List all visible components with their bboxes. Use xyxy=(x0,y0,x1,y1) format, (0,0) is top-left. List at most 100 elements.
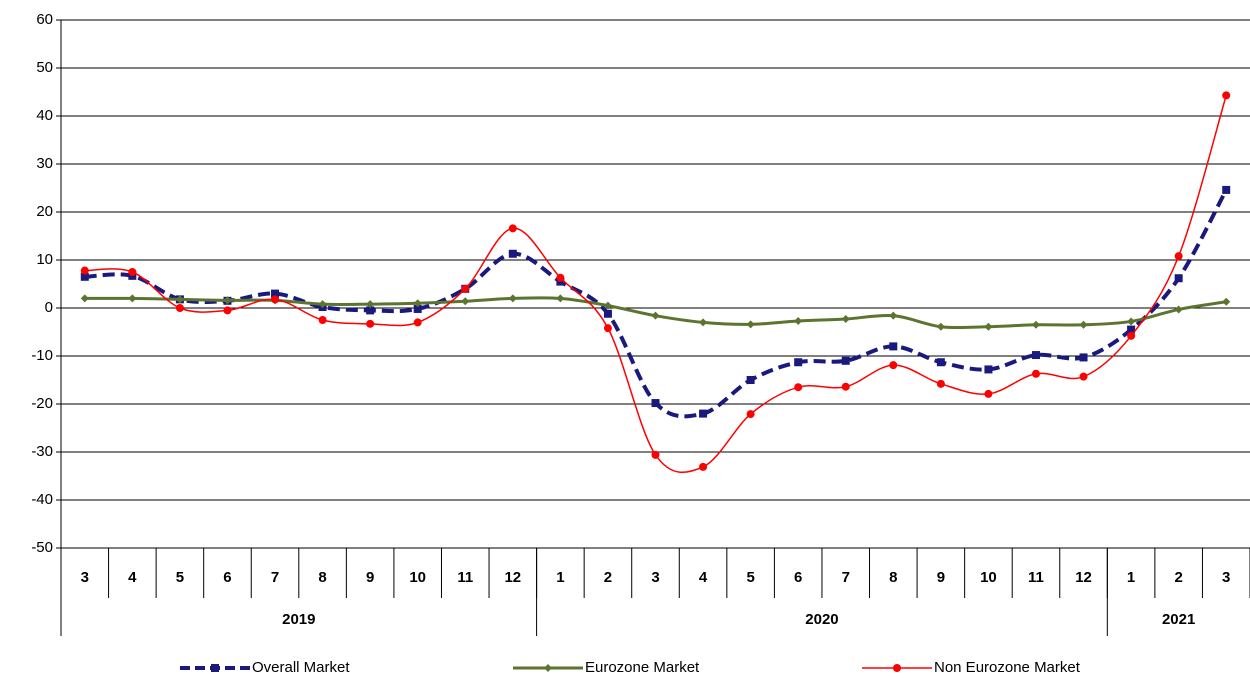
x-tick-label: 7 xyxy=(842,569,850,586)
marker xyxy=(893,664,901,672)
marker xyxy=(1079,320,1088,329)
marker xyxy=(128,294,137,303)
marker xyxy=(889,342,898,351)
x-tick-label: 10 xyxy=(980,569,997,586)
x-tick-label: 11 xyxy=(457,569,473,586)
x-group-label: 2021 xyxy=(1162,611,1195,628)
x-tick-label: 2 xyxy=(604,569,612,586)
marker xyxy=(1222,91,1231,100)
y-tick-label: 20 xyxy=(36,203,53,220)
marker xyxy=(366,300,375,309)
marker xyxy=(651,311,660,320)
marker xyxy=(1079,353,1088,362)
y-tick-label: -30 xyxy=(31,443,53,460)
y-tick-label: 40 xyxy=(36,107,53,124)
marker xyxy=(508,249,517,258)
marker xyxy=(413,318,422,327)
marker xyxy=(1031,351,1040,360)
marker xyxy=(366,319,375,328)
x-group-label: 2019 xyxy=(282,611,315,628)
x-tick-label: 6 xyxy=(223,569,231,586)
x-tick-label: 2 xyxy=(1174,569,1182,586)
x-tick-label: 9 xyxy=(937,569,945,586)
y-tick-label: 30 xyxy=(36,155,53,172)
marker xyxy=(80,294,89,303)
marker xyxy=(128,268,137,276)
x-tick-label: 11 xyxy=(1028,569,1044,586)
marker xyxy=(984,322,993,331)
marker xyxy=(746,320,755,329)
marker xyxy=(603,309,612,318)
x-tick-label: 8 xyxy=(889,569,897,586)
y-tick-label: 60 xyxy=(36,11,53,28)
marker xyxy=(461,297,470,306)
legend-label: Overall Market xyxy=(252,659,350,676)
y-tick-label: 10 xyxy=(36,251,53,268)
marker xyxy=(1079,372,1088,381)
marker xyxy=(1174,305,1183,314)
marker xyxy=(1222,297,1231,306)
marker xyxy=(1222,185,1231,194)
marker xyxy=(223,296,232,305)
marker xyxy=(1174,274,1183,283)
marker xyxy=(651,450,660,459)
marker xyxy=(936,322,945,331)
marker xyxy=(651,399,660,408)
y-tick-label: 0 xyxy=(45,299,53,316)
marker xyxy=(889,361,898,370)
marker xyxy=(556,294,565,303)
x-tick-label: 5 xyxy=(176,569,184,586)
x-group-label: 2020 xyxy=(805,611,838,628)
x-tick-label: 1 xyxy=(1127,569,1135,586)
marker xyxy=(889,311,898,320)
x-tick-label: 5 xyxy=(746,569,754,586)
marker xyxy=(1031,369,1040,378)
marker xyxy=(1127,325,1136,334)
marker xyxy=(544,664,552,672)
y-tick-label: -20 xyxy=(31,395,53,412)
marker xyxy=(699,409,708,418)
marker xyxy=(413,299,422,308)
marker xyxy=(271,289,280,298)
x-tick-label: 12 xyxy=(504,569,521,586)
marker xyxy=(984,365,993,374)
marker xyxy=(80,266,89,275)
marker xyxy=(1174,252,1183,261)
legend-label: Non Eurozone Market xyxy=(934,659,1081,676)
marker xyxy=(603,301,612,310)
marker xyxy=(841,315,850,324)
x-tick-label: 9 xyxy=(366,569,374,586)
marker xyxy=(794,358,803,367)
marker xyxy=(461,284,470,293)
marker xyxy=(841,382,850,391)
marker xyxy=(508,224,517,233)
marker xyxy=(1031,320,1040,329)
x-tick-label: 12 xyxy=(1075,569,1092,586)
y-tick-label: -10 xyxy=(31,347,53,364)
y-tick-label: -40 xyxy=(31,491,53,508)
x-tick-label: 10 xyxy=(409,569,426,586)
marker xyxy=(936,379,945,388)
x-tick-label: 4 xyxy=(128,569,137,586)
marker xyxy=(366,306,375,315)
marker xyxy=(984,389,993,398)
marker xyxy=(318,316,327,324)
marker xyxy=(699,462,708,471)
marker xyxy=(603,324,612,333)
x-tick-label: 8 xyxy=(318,569,326,586)
marker xyxy=(175,295,184,304)
marker xyxy=(413,304,422,313)
x-tick-label: 7 xyxy=(271,569,279,586)
x-tick-label: 6 xyxy=(794,569,802,586)
marker xyxy=(556,273,565,282)
series-line xyxy=(84,95,1227,473)
marker xyxy=(211,664,219,672)
marker xyxy=(794,383,803,392)
marker xyxy=(1127,331,1136,340)
marker xyxy=(794,316,803,325)
marker xyxy=(1127,317,1136,326)
x-tick-label: 1 xyxy=(556,569,564,586)
x-tick-label: 3 xyxy=(81,569,89,586)
x-tick-label: 3 xyxy=(1222,569,1230,586)
